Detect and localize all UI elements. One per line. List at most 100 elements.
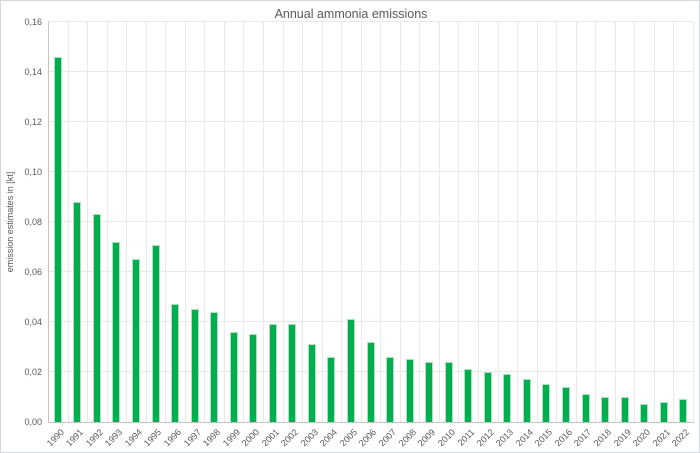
v-gridline: [439, 22, 440, 422]
h-gridline: [48, 21, 693, 22]
bar-2000: [249, 334, 257, 422]
bar-1995: [152, 245, 160, 422]
bar-2017: [582, 394, 590, 422]
h-gridline: [48, 321, 693, 322]
bar-1996: [171, 304, 179, 422]
x-axis-tick-label: 2010: [435, 427, 457, 449]
bar-1998: [210, 312, 218, 422]
v-gridline: [673, 22, 674, 422]
v-gridline: [322, 22, 323, 422]
h-gridline: [48, 221, 693, 222]
v-gridline: [615, 22, 616, 422]
bar-2022: [679, 399, 687, 422]
x-axis-tick-label: 2022: [670, 427, 692, 449]
v-gridline: [243, 22, 244, 422]
bar-2015: [542, 384, 550, 422]
x-axis-tick-label: 2019: [611, 427, 633, 449]
x-axis-tick-label: 2020: [630, 427, 653, 449]
x-axis-tick-label: 1993: [103, 427, 125, 449]
x-axis-tick-label: 1998: [200, 427, 223, 449]
v-gridline: [595, 22, 596, 422]
x-axis-tick-label: 2014: [513, 427, 535, 449]
h-gridline: [48, 271, 693, 272]
x-axis-tick-label: 2011: [455, 427, 477, 448]
bar-1994: [132, 259, 140, 422]
v-gridline: [654, 22, 655, 422]
bar-1999: [230, 332, 238, 422]
x-axis-tick-label: 2017: [572, 427, 594, 449]
bar-1991: [73, 202, 81, 422]
x-axis-tick-label: 1996: [161, 427, 184, 449]
x-axis-tick-label: 2015: [533, 427, 555, 449]
bar-2018: [601, 397, 609, 422]
bar-2002: [288, 324, 296, 422]
v-gridline: [361, 22, 362, 422]
y-axis-tick-label: 0,04: [24, 317, 42, 327]
bar-2012: [484, 372, 492, 422]
x-axis-tick-label: 2001: [259, 427, 281, 449]
v-gridline: [263, 22, 264, 422]
bar-2013: [503, 374, 511, 422]
v-gridline: [165, 22, 166, 422]
bar-2020: [640, 404, 648, 422]
bar-2008: [406, 359, 414, 422]
bar-2019: [621, 397, 629, 422]
x-axis-tick-label: 2006: [357, 427, 379, 449]
bar-2011: [464, 369, 472, 422]
x-axis-tick-label: 2016: [552, 427, 575, 449]
x-axis-tick-label: 1992: [83, 427, 105, 449]
x-axis-tick-label: 2012: [474, 427, 496, 449]
x-axis-tick-label: 2004: [318, 427, 340, 449]
y-axis-tick-label: 0,08: [24, 217, 42, 227]
bar-2001: [269, 324, 277, 422]
bar-2009: [425, 362, 433, 422]
y-axis-tick-label: 0,06: [24, 267, 42, 277]
v-gridline: [68, 22, 69, 422]
bar-1993: [112, 242, 120, 422]
h-gridline: [48, 121, 693, 122]
v-gridline: [693, 22, 694, 422]
y-axis-tick-label: 0,02: [24, 367, 42, 377]
v-gridline: [419, 22, 420, 422]
x-axis-tick-label: 1991: [64, 427, 86, 449]
x-axis-tick-label: 2013: [494, 427, 516, 449]
y-axis-tick-label: 0,00: [24, 417, 42, 427]
bar-1992: [93, 214, 101, 422]
bar-2007: [386, 357, 394, 422]
x-axis-tick-label: 1995: [142, 427, 164, 449]
bar-1990: [54, 57, 62, 422]
bar-2016: [562, 387, 570, 422]
v-gridline: [634, 22, 635, 422]
x-axis-tick-label: 1997: [181, 427, 203, 449]
y-axis-tick-label: 0,14: [24, 67, 42, 77]
v-gridline: [224, 22, 225, 422]
h-gridline: [48, 171, 693, 172]
x-axis-tick-label: 2000: [240, 427, 262, 449]
x-axis-tick-label: 1999: [220, 427, 242, 449]
v-gridline: [126, 22, 127, 422]
v-gridline: [380, 22, 381, 422]
y-axis-tick-label: 0,10: [24, 167, 42, 177]
x-axis-tick-label: 1994: [122, 427, 145, 449]
bar-2014: [523, 379, 531, 422]
v-gridline: [400, 22, 401, 422]
y-axis-line: [48, 22, 49, 422]
y-axis-tick-label: 0,16: [24, 17, 42, 27]
x-axis-line: [48, 422, 694, 423]
bar-1997: [191, 309, 199, 422]
x-axis-tick-label: 2003: [298, 427, 320, 449]
v-gridline: [87, 22, 88, 422]
x-axis-tick-label: 2002: [279, 427, 301, 449]
v-gridline: [204, 22, 205, 422]
v-gridline: [185, 22, 186, 422]
v-gridline: [556, 22, 557, 422]
bar-2004: [327, 357, 335, 422]
x-axis-tick-label: 2009: [415, 427, 438, 449]
x-axis-tick-label: 2021: [650, 427, 672, 449]
bar-2006: [367, 342, 375, 422]
v-gridline: [341, 22, 342, 422]
bar-2003: [308, 344, 316, 422]
v-gridline: [283, 22, 284, 422]
v-gridline: [146, 22, 147, 422]
